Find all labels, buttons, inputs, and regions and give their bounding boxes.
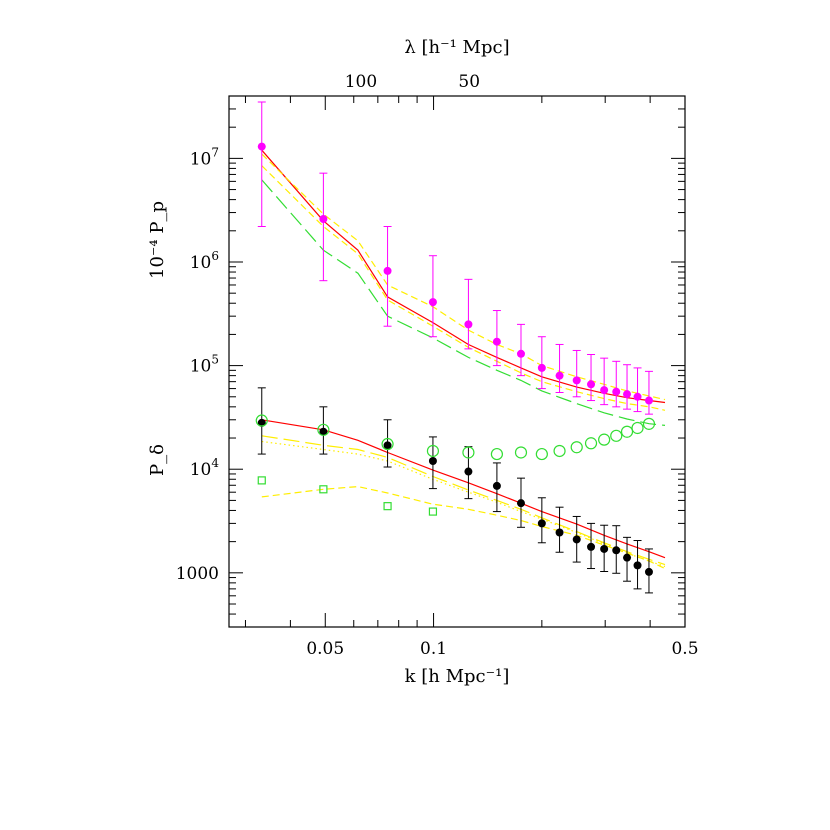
top-tick-label: 100 [345,72,377,92]
data-point-filled [572,376,581,385]
data-point-open-circle [462,446,475,459]
data-point-filled [464,467,473,476]
data-point-filled [644,396,653,405]
data-point-filled [572,535,581,544]
data-point-filled [600,544,609,553]
x-tick-label: 0.5 [671,639,698,659]
data-point-open-square [383,502,392,511]
top-axis-title: λ [h⁻¹ Mpc] [404,37,509,58]
data-point-filled [555,371,564,380]
svg-text:10⁻⁴ P_p: 10⁻⁴ P_p [147,201,168,279]
data-point-filled [537,363,546,372]
model-line-6 [261,153,666,401]
data-point-filled [257,418,266,427]
data-point-open-square [319,485,328,494]
data-point-open-circle [620,425,634,438]
tick-labels: 0.05 0.1 0.5 100 50 1000 104 105 106 107 [176,72,699,659]
data-point-filled [537,519,546,528]
data-point-filled [587,542,596,551]
data-point-filled [319,427,328,436]
model-line-11 [261,485,666,570]
axis-ticks [229,95,686,628]
x-tick-label: 0.05 [306,639,344,659]
data-point-filled [383,266,392,275]
data-point-filled [516,499,525,508]
data-point-open-square [257,476,266,485]
data-point-open-circle [570,441,583,454]
data-point-open-circle [426,444,440,458]
data-point-filled [555,528,564,537]
data-point-filled [492,337,501,346]
model-line-10 [261,440,666,568]
data-point-filled [633,561,642,570]
y-axis-title-lower: P_δ [147,444,168,476]
x-axis-title: k [h Mpc⁻¹] [405,666,510,687]
data-point-open-circle [535,447,548,461]
data-point-filled [623,553,632,562]
data-point-filled [516,349,525,358]
data-point-open-circle [490,447,504,461]
model-line-7 [261,165,666,411]
y-axis-title-upper: 10⁻⁴ P_p [147,201,168,279]
y-tick-label: 106 [190,249,219,273]
data-point-open-circle [317,423,330,436]
data-point-filled [464,320,473,329]
model-line-4 [261,149,666,404]
data-point-filled [644,567,653,576]
data-point-open-circle [381,437,394,451]
y-tick-label: 105 [190,353,219,377]
model-line-9 [261,435,666,566]
top-tick-label: 50 [458,72,480,92]
data-point-open-circle [598,433,611,446]
data-point-open-square [428,507,438,516]
data-point-filled [587,380,596,389]
data-markers [255,142,656,576]
data-point-open-circle [631,421,644,435]
data-point-open-circle [553,444,566,458]
data-point-filled [257,142,266,151]
data-point-filled [612,546,621,555]
data-point-filled [492,481,501,490]
data-point-open-circle [514,446,528,459]
data-point-filled [623,390,632,399]
data-point-filled [600,386,609,395]
data-point-filled [633,392,642,401]
data-point-filled [612,387,621,396]
data-point-open-circle [255,414,268,427]
model-lines [261,149,666,570]
data-point-filled [428,298,437,307]
y-tick-label: 104 [190,456,220,480]
plot-frame [228,95,686,628]
data-point-filled [319,214,328,223]
model-line-5 [261,419,666,559]
data-point-open-circle [642,417,656,430]
model-line-8 [261,179,666,426]
data-point-filled [383,441,392,450]
data-point-open-circle [584,437,598,450]
y-tick-label: 107 [190,145,219,169]
x-tick-label: 0.1 [420,639,447,659]
y-tick-label: 1000 [176,564,219,584]
svg-text:P_δ: P_δ [147,444,168,476]
data-point-filled [428,457,437,466]
data-point-open-circle [610,429,623,442]
error-bars [257,101,653,594]
